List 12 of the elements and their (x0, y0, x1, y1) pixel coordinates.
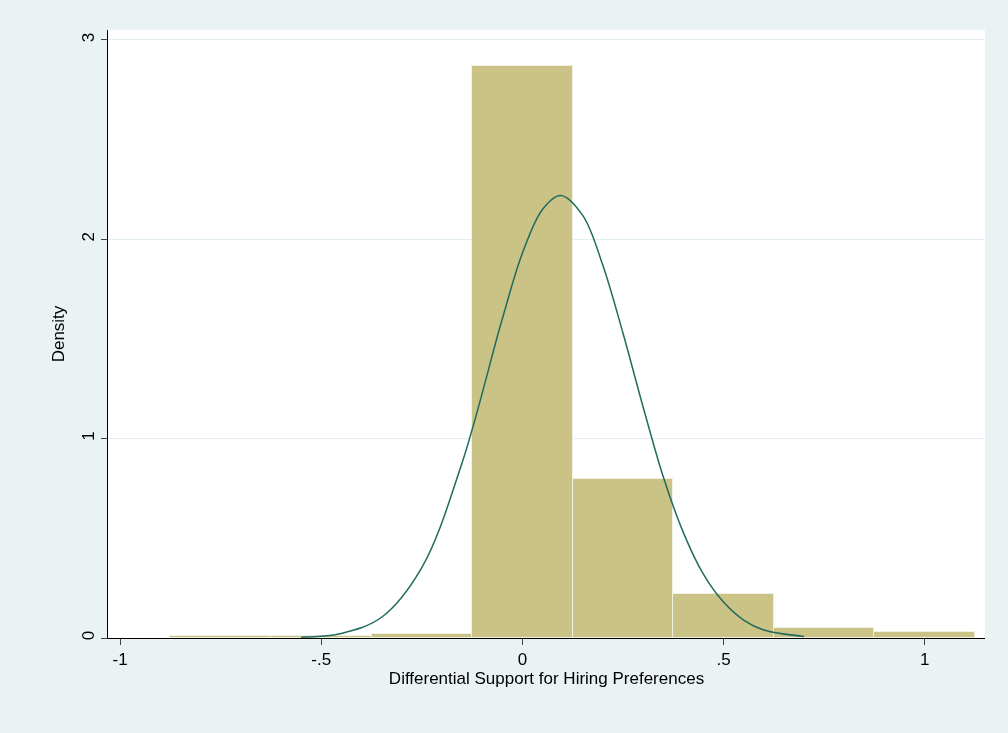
x-tick-label: 1 (919, 650, 930, 670)
y-tick-label: 2 (79, 232, 99, 242)
x-tick-label: .5 (716, 650, 731, 670)
y-tick-label: 3 (79, 32, 99, 43)
x-tick-label: -1 (112, 650, 128, 670)
x-tick-label: -.5 (311, 650, 332, 670)
y-tick-label: 1 (79, 431, 99, 441)
y-axis-title: Density (49, 305, 68, 363)
x-axis-title: Differential Support for Hiring Preferences (388, 669, 705, 689)
line-series (300, 194, 805, 638)
x-tick-label: 0 (517, 650, 528, 670)
y-tick-label: 0 (79, 630, 99, 641)
